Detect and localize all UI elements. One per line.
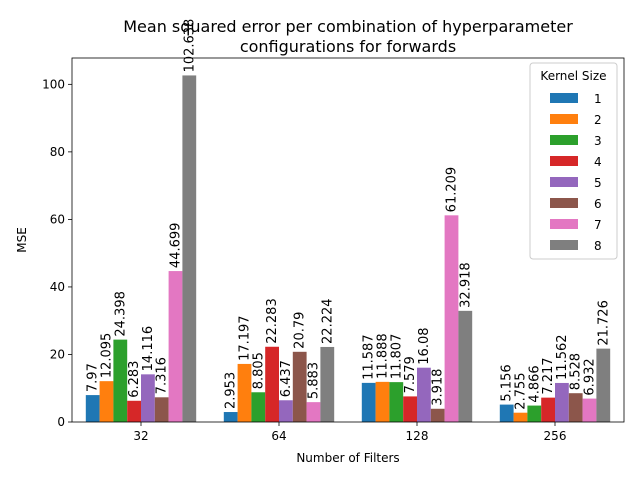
legend-entry: 5 xyxy=(594,176,602,190)
y-tick-label: 100 xyxy=(42,77,65,91)
data-label: 102.638 xyxy=(182,19,197,73)
data-label: 44.699 xyxy=(169,223,184,269)
bar xyxy=(127,400,141,422)
y-tick-label: 80 xyxy=(50,145,65,159)
y-tick-label: 40 xyxy=(50,280,65,294)
data-label: 2.755 xyxy=(514,372,529,409)
data-label: 3.918 xyxy=(431,369,446,406)
data-label: 2.953 xyxy=(224,372,239,409)
x-tick-label: 128 xyxy=(406,429,429,443)
data-label: 6.437 xyxy=(279,360,294,397)
bar xyxy=(182,75,197,423)
y-tick-label: 60 xyxy=(50,212,65,226)
data-label: 11.888 xyxy=(376,333,391,379)
bar xyxy=(444,215,459,422)
bar xyxy=(141,374,155,422)
data-label: 7.579 xyxy=(403,356,418,393)
legend-title: Kernel Size xyxy=(540,69,606,83)
bar xyxy=(582,398,597,422)
data-label: 16.08 xyxy=(417,327,432,364)
legend-entry: 2 xyxy=(594,113,602,127)
data-label: 6.932 xyxy=(583,358,598,395)
x-tick-label: 256 xyxy=(544,429,567,443)
bar xyxy=(251,392,266,422)
data-label: 6.283 xyxy=(127,361,142,398)
bar xyxy=(320,346,335,422)
legend-swatch xyxy=(550,135,578,145)
legend-swatch xyxy=(550,219,578,229)
bar xyxy=(458,310,473,422)
data-label: 5.883 xyxy=(307,362,322,399)
bar xyxy=(306,402,321,422)
legend-entry: 8 xyxy=(594,239,602,253)
bar xyxy=(417,367,431,422)
bar xyxy=(113,339,128,422)
legend-swatch xyxy=(550,156,578,166)
legend-swatch xyxy=(550,93,578,103)
legend: Kernel Size 1 2 3 4 5 6 7 8 xyxy=(529,62,618,260)
bar xyxy=(375,381,390,422)
bar xyxy=(596,348,611,422)
bar xyxy=(279,400,293,422)
data-label: 11.807 xyxy=(389,334,404,380)
data-label: 12.095 xyxy=(100,333,115,379)
bar xyxy=(168,271,183,422)
data-label: 22.283 xyxy=(265,298,280,344)
data-label: 11.562 xyxy=(555,334,570,380)
bar xyxy=(513,412,528,422)
data-label: 5.156 xyxy=(500,364,515,401)
bar xyxy=(555,382,569,422)
data-label: 22.224 xyxy=(320,298,335,344)
bar xyxy=(361,382,376,422)
x-tick-label: 64 xyxy=(271,429,286,443)
y-tick-label: 0 xyxy=(57,415,65,429)
bar xyxy=(541,397,555,422)
data-label: 8.805 xyxy=(251,352,266,389)
bar xyxy=(568,393,583,422)
x-axis-label: Number of Filters xyxy=(296,451,399,465)
bar xyxy=(430,408,445,422)
bar xyxy=(237,363,252,422)
bar xyxy=(499,404,514,422)
data-label: 8.528 xyxy=(569,353,584,390)
data-label: 14.116 xyxy=(141,326,156,372)
chart-title-line2: configurations for forwards xyxy=(240,37,456,56)
data-label: 4.866 xyxy=(527,365,542,402)
chart-title-line1: Mean squared error per combination of hy… xyxy=(123,17,573,36)
bar xyxy=(154,397,169,422)
data-label: 17.197 xyxy=(238,315,253,361)
data-label: 11.587 xyxy=(362,334,377,380)
bar xyxy=(292,351,307,422)
bar xyxy=(85,395,100,422)
axes-frame xyxy=(71,57,625,423)
bar xyxy=(223,412,238,422)
legend-entry: 6 xyxy=(594,197,602,211)
data-label: 21.726 xyxy=(596,300,611,346)
legend-swatch xyxy=(550,240,578,250)
bar xyxy=(527,405,542,422)
plot-area: 7.97 2.953 11.587 5.156 12.095 17.197 11.888 2.… xyxy=(42,19,625,443)
x-tick-label: 32 xyxy=(133,429,148,443)
bar xyxy=(99,381,114,422)
legend-entry: 3 xyxy=(594,134,602,148)
data-label: 24.398 xyxy=(113,291,128,337)
data-label: 20.79 xyxy=(293,312,308,349)
data-label: 61.209 xyxy=(445,167,460,213)
y-tick-label: 20 xyxy=(50,347,65,361)
y-axis-label: MSE xyxy=(15,227,29,253)
legend-swatch xyxy=(550,114,578,124)
data-label: 32.918 xyxy=(458,262,473,308)
legend-swatch xyxy=(550,177,578,187)
legend-swatch xyxy=(550,198,578,208)
legend-entry: 7 xyxy=(594,218,602,232)
bar xyxy=(389,382,404,422)
data-label: 7.97 xyxy=(86,363,101,392)
data-label: 7.316 xyxy=(155,357,170,394)
bar xyxy=(265,346,279,422)
legend-entry: 1 xyxy=(594,92,602,106)
bar xyxy=(403,396,417,422)
data-label: 7.217 xyxy=(541,357,556,394)
legend-entry: 4 xyxy=(594,155,602,169)
